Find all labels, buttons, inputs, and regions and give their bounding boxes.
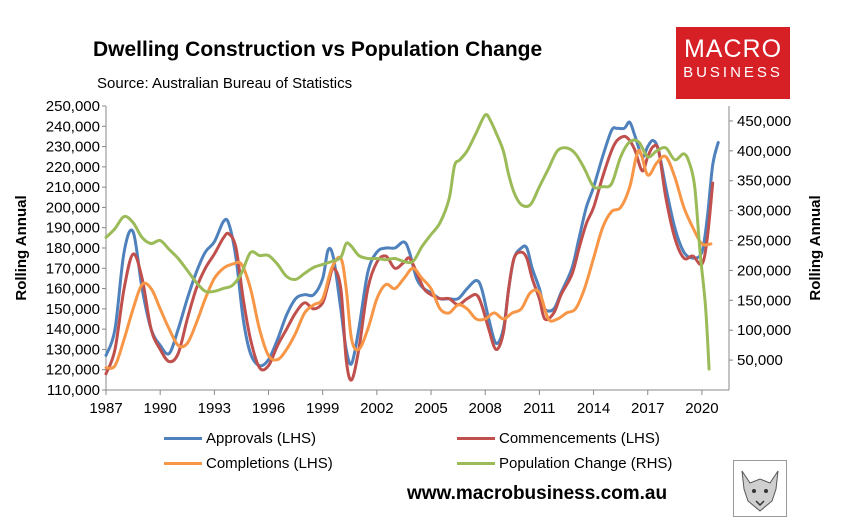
x-tick-label: 1999 bbox=[306, 400, 339, 417]
logo-line-2: BUSINESS bbox=[683, 64, 783, 81]
y-tick-label-left: 120,000 bbox=[46, 362, 100, 379]
x-tick-label: 1987 bbox=[89, 400, 122, 417]
y-tick-label-right: 200,000 bbox=[737, 262, 791, 279]
chart-axes: 110,000 120,000 130,000 140,000 150,000 160,0… bbox=[46, 98, 791, 417]
y-tick-label-right: 300,000 bbox=[737, 203, 791, 220]
y-tick-label-right: 450,000 bbox=[737, 113, 791, 130]
legend-approvals: Approvals (LHS) bbox=[164, 430, 316, 447]
legend-commencements: Commencements (LHS) bbox=[457, 430, 660, 447]
series-line-completions-lhs bbox=[104, 149, 713, 370]
x-tick-label: 2017 bbox=[631, 400, 664, 417]
y-tick-label-left: 130,000 bbox=[46, 341, 100, 358]
x-tick-label: 2014 bbox=[577, 400, 610, 417]
legend-label-completions: Completions (LHS) bbox=[206, 455, 333, 472]
legend-swatch-commencements bbox=[457, 437, 495, 440]
legend-swatch-approvals bbox=[164, 437, 202, 440]
x-tick-label: 2008 bbox=[469, 400, 502, 417]
wolf-logo-icon bbox=[733, 460, 787, 517]
y-tick-label-right: 350,000 bbox=[737, 173, 791, 190]
x-tick-label: 1996 bbox=[252, 400, 285, 417]
x-tick-label: 2020 bbox=[685, 400, 718, 417]
y-tick-label-left: 110,000 bbox=[47, 382, 100, 399]
y-tick-label-left: 220,000 bbox=[46, 159, 100, 176]
series-line-approvals-lhs bbox=[104, 120, 720, 368]
y-tick-label-left: 250,000 bbox=[46, 98, 100, 115]
chart-title: Dwelling Construction vs Population Chan… bbox=[93, 38, 543, 61]
y-tick-label-left: 150,000 bbox=[46, 301, 100, 318]
chart-series bbox=[104, 113, 720, 382]
x-tick-label: 2011 bbox=[523, 400, 555, 417]
y-tick-label-right: 150,000 bbox=[737, 292, 791, 309]
y-axis-label-left: Rolling Annual bbox=[13, 195, 30, 300]
legend-swatch-completions bbox=[164, 462, 202, 465]
y-tick-label-left: 190,000 bbox=[46, 220, 100, 237]
series-line-commencements-lhs bbox=[104, 134, 715, 382]
y-tick-label-right: 250,000 bbox=[737, 233, 791, 250]
website-url: www.macrobusiness.com.au bbox=[407, 483, 668, 504]
legend-completions: Completions (LHS) bbox=[164, 455, 333, 472]
legend-population: Population Change (RHS) bbox=[457, 455, 672, 472]
x-tick-label: 1993 bbox=[198, 400, 231, 417]
y-tick-label-left: 210,000 bbox=[46, 179, 100, 196]
series-line-population-change-rhs bbox=[104, 113, 711, 371]
y-tick-label-right: 100,000 bbox=[737, 322, 791, 339]
y-tick-label-right: 400,000 bbox=[737, 143, 791, 160]
chart-subtitle: Source: Australian Bureau of Statistics bbox=[97, 75, 353, 92]
logo-line-1: MACRO bbox=[683, 35, 783, 63]
x-tick-label: 2002 bbox=[360, 400, 393, 417]
x-tick-label: 2005 bbox=[414, 400, 447, 417]
macrobusiness-logo: MACRO BUSINESS bbox=[676, 27, 790, 99]
y-axis-label-right: Rolling Annual bbox=[807, 195, 824, 300]
y-tick-label-left: 230,000 bbox=[46, 139, 100, 156]
x-tick-label: 1990 bbox=[143, 400, 176, 417]
y-tick-label-left: 240,000 bbox=[46, 118, 100, 135]
y-tick-label-left: 140,000 bbox=[46, 321, 100, 338]
y-tick-label-left: 170,000 bbox=[46, 260, 100, 277]
legend-label-approvals: Approvals (LHS) bbox=[206, 430, 317, 447]
y-tick-label-left: 200,000 bbox=[46, 199, 100, 216]
y-tick-label-left: 160,000 bbox=[46, 281, 100, 298]
y-tick-label-right: 50,000 bbox=[737, 352, 783, 369]
legend-label-population: Population Change (RHS) bbox=[499, 455, 673, 472]
y-tick-label-left: 180,000 bbox=[46, 240, 100, 257]
legend-label-commencements: Commencements (LHS) bbox=[499, 430, 660, 447]
legend-swatch-population bbox=[457, 462, 495, 465]
